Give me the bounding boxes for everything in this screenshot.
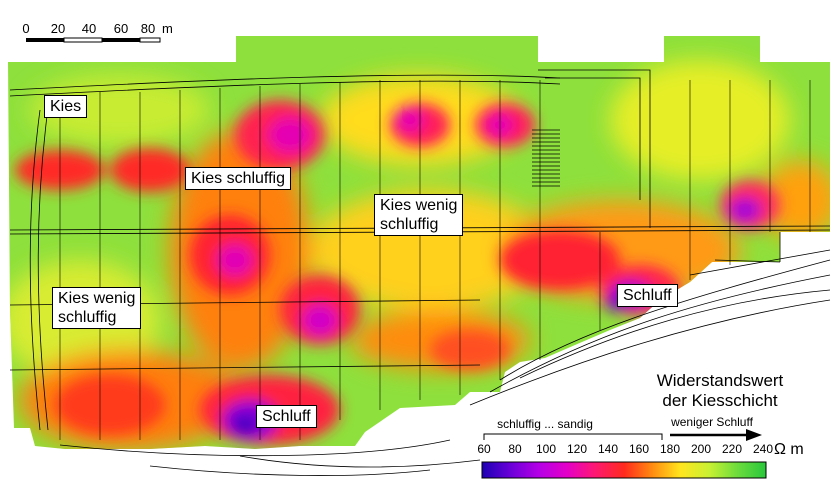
legend-value-140: 140 xyxy=(598,442,618,456)
legend-title-line1: Widerstandswert xyxy=(657,371,784,390)
legend-colorbar xyxy=(481,461,767,479)
survey-profile-lines xyxy=(59,80,811,440)
label-kies-schluffig: Kies schluffig xyxy=(185,167,291,190)
scale-tick-80: 80 xyxy=(141,21,155,36)
scale-unit: m xyxy=(162,21,173,36)
legend-value-220: 220 xyxy=(722,442,742,456)
legend-value-100: 100 xyxy=(536,442,556,456)
legend: Widerstandswert der Kiesschicht schluffi… xyxy=(477,371,804,479)
label-kies-wenig-schluffig-left-line2: schluffig xyxy=(58,309,117,326)
label-kies-wenig-schluffig-right-line2: schluffig xyxy=(380,216,439,233)
legend-value-240: 240 xyxy=(753,442,773,456)
label-schluff-right: Schluff xyxy=(617,284,678,307)
scale-tick-40: 40 xyxy=(82,21,96,36)
label-kies: Kies xyxy=(44,95,88,118)
label-kies-text: Kies xyxy=(50,98,82,115)
legend-range-bracket xyxy=(483,433,663,440)
label-kies-schluffig-text: Kies schluffig xyxy=(191,170,285,187)
arrowhead-icon xyxy=(746,429,762,441)
label-kies-wenig-schluffig-right-line1: Kies wenig xyxy=(380,197,458,214)
legend-value-120: 120 xyxy=(567,442,587,456)
label-schluff-right-text: Schluff xyxy=(623,287,672,304)
legend-unit: Ω m xyxy=(774,441,804,458)
label-kies-wenig-schluffig-left: Kies wenig schluffig xyxy=(52,287,142,329)
legend-range-label: schluffig ... sandig xyxy=(497,417,593,431)
legend-title-line2: der Kiesschicht xyxy=(662,391,778,410)
building-hatching xyxy=(532,129,560,187)
legend-value-60: 60 xyxy=(477,442,491,456)
legend-value-180: 180 xyxy=(660,442,680,456)
legend-value-200: 200 xyxy=(691,442,711,456)
label-schluff-bottom: Schluff xyxy=(256,405,317,428)
scale-tick-0: 0 xyxy=(22,21,29,36)
scale-tick-60: 60 xyxy=(114,21,128,36)
scale-bar: 0 20 40 60 80 m xyxy=(22,21,173,43)
legend-value-160: 160 xyxy=(629,442,649,456)
label-schluff-bottom-text: Schluff xyxy=(262,408,311,425)
label-kies-wenig-schluffig-right: Kies wenig schluffig xyxy=(374,194,464,236)
heatmap-layer xyxy=(8,36,830,449)
legend-arrow-label: weniger Schluff xyxy=(670,415,753,429)
scale-tick-20: 20 xyxy=(51,21,65,36)
legend-value-80: 80 xyxy=(508,442,522,456)
label-kies-wenig-schluffig-left-line1: Kies wenig xyxy=(58,290,136,307)
